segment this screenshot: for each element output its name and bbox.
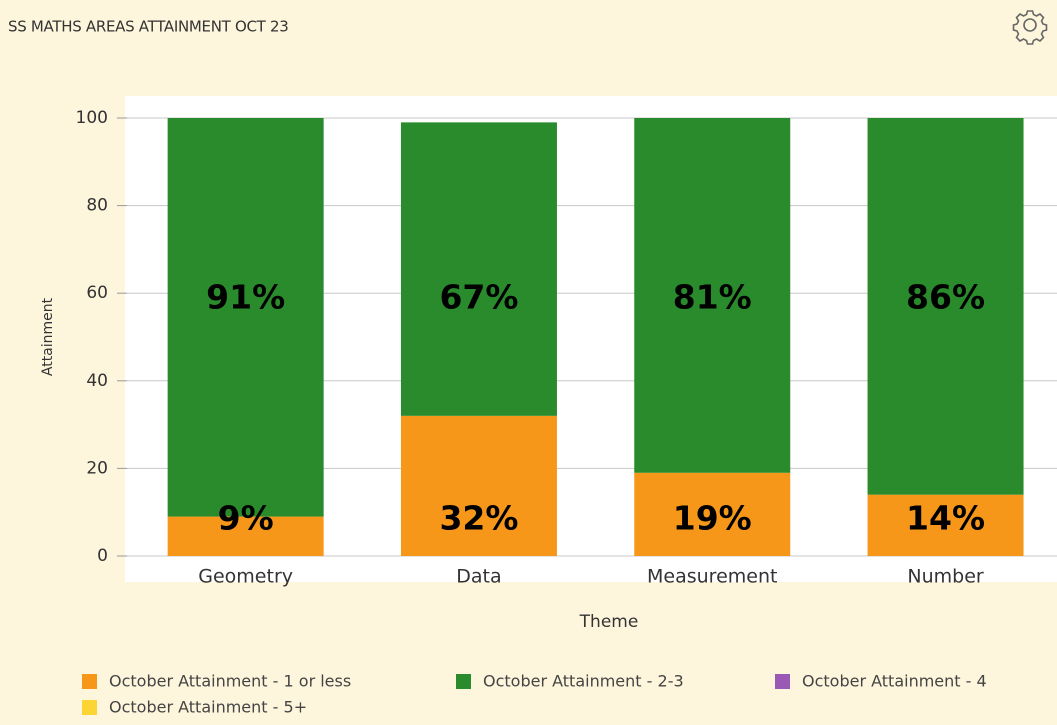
bar-segment [400, 415, 557, 556]
bar-segment [400, 122, 557, 416]
x-tick-label: Measurement [647, 566, 777, 588]
settings-icon[interactable] [1012, 10, 1048, 45]
bar-segment [867, 494, 1024, 556]
y-tick-label: 60 [86, 283, 108, 303]
data-label: 91% [206, 278, 285, 317]
bar-segment [167, 516, 324, 556]
y-axis-label: Attainment [40, 297, 56, 376]
bar-segment [867, 118, 1024, 495]
x-axis-label: Theme [579, 612, 639, 632]
chart-title: SS MATHS AREAS ATTAINMENT OCT 23 [8, 18, 288, 36]
x-tick-label: Data [456, 566, 501, 588]
bar-segment [167, 118, 324, 517]
legend-label: October Attainment - 4 [802, 672, 987, 691]
bar-segment [634, 472, 791, 556]
data-label: 81% [673, 278, 752, 317]
y-tick-label: 80 [86, 196, 108, 216]
y-tick-label: 0 [97, 546, 108, 566]
bar-segment [634, 118, 791, 473]
data-label: 86% [906, 278, 985, 317]
y-tick-label: 40 [86, 371, 108, 391]
legend-label: October Attainment - 1 or less [109, 672, 351, 691]
data-label: 9% [218, 499, 274, 538]
data-label: 67% [439, 278, 518, 317]
legend-swatch [82, 700, 97, 715]
y-tick-label: 100 [76, 108, 108, 128]
x-tick-label: Number [907, 566, 984, 588]
legend-swatch [456, 674, 471, 689]
data-label: 32% [439, 499, 518, 538]
legend-swatch [775, 674, 790, 689]
legend-label: October Attainment - 5+ [109, 698, 307, 717]
legend-label: October Attainment - 2-3 [483, 672, 684, 691]
data-label: 14% [906, 499, 985, 538]
legend-swatch [82, 674, 97, 689]
y-tick-label: 20 [86, 458, 108, 478]
data-label: 19% [673, 499, 752, 538]
x-tick-label: Geometry [198, 566, 293, 588]
